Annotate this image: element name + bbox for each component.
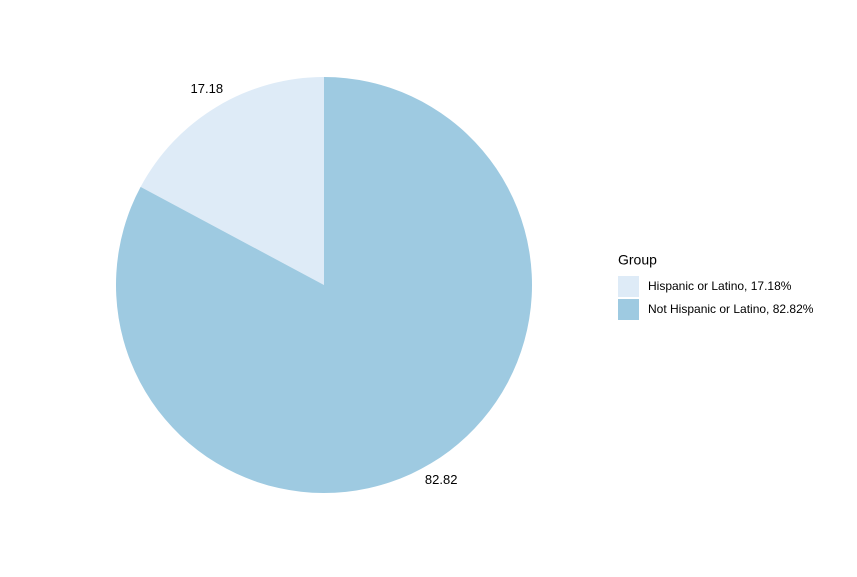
pie-slice	[115, 77, 532, 493]
data-label: 82.82	[425, 472, 458, 487]
legend-key	[618, 276, 639, 297]
legend-label: Hispanic or Latino, 17.18%	[648, 279, 792, 293]
legend-key	[618, 299, 639, 320]
legend-title: Group	[618, 252, 657, 268]
pie-slice	[140, 77, 324, 285]
legend-label: Not Hispanic or Latino, 82.82%	[648, 302, 814, 316]
data-label: 17.18	[191, 81, 224, 96]
